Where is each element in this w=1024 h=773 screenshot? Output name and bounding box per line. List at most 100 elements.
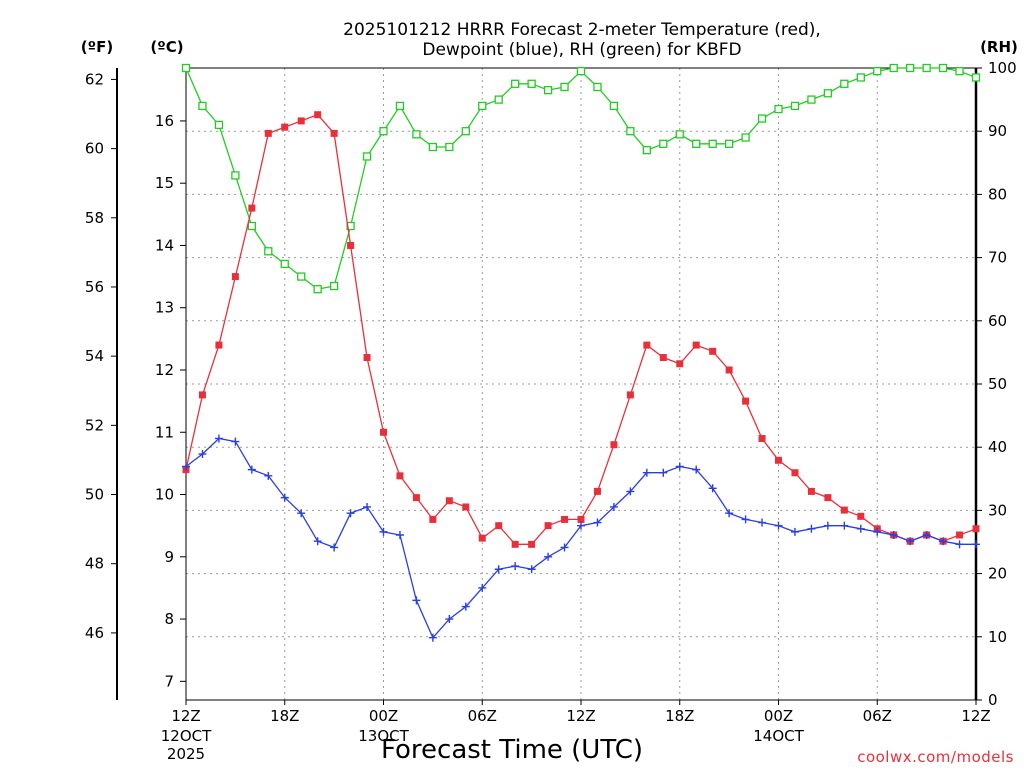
plot-area (116, 63, 981, 701)
celsius-tick-label: 9 (164, 548, 174, 566)
dewpoint-point (708, 484, 717, 493)
dewpoint-point (494, 565, 503, 574)
plot-frame (185, 67, 977, 701)
celsius-tick-label: 14 (155, 236, 174, 254)
temperature-point (248, 204, 256, 212)
rh-tick-label: 0 (988, 691, 998, 709)
rh-tick-label: 100 (988, 59, 1017, 77)
rh-point (297, 272, 306, 281)
dewpoint-point (823, 521, 832, 530)
celsius-tick-label: 8 (164, 610, 174, 628)
dewpoint-point (593, 518, 602, 527)
dewpoint-point (889, 530, 898, 539)
time-tick-label: 00Z (369, 707, 398, 725)
rh-point (576, 67, 586, 76)
rh-point (329, 281, 339, 291)
temperature-point (314, 111, 322, 119)
rh-point (445, 142, 454, 152)
fahrenheit-unit-label: (ºF) (81, 38, 113, 56)
rh-point (626, 127, 635, 136)
dewpoint-point (264, 471, 273, 480)
dewpoint-point (675, 462, 684, 471)
dewpoint-point (395, 530, 404, 539)
dewpoint-point (741, 515, 750, 524)
celsius-tick-label: 11 (155, 423, 174, 441)
dewpoint-point (659, 468, 668, 477)
rh-point (889, 63, 898, 73)
time-tick-label: 06Z (863, 707, 892, 725)
temperature-point (840, 506, 848, 514)
temperature-point (363, 354, 371, 362)
dewpoint-point (856, 524, 865, 533)
celsius-axis: 7 8 9 10 11 12 13 14 15 16 (155, 112, 186, 690)
dewpoint-point (346, 509, 355, 518)
temperature-point (610, 441, 618, 449)
celsius-tick-label: 12 (155, 361, 174, 379)
rh-point (823, 89, 833, 98)
dewpoint-point (330, 543, 339, 552)
dewpoint-line (185, 437, 976, 639)
temperature-point (445, 497, 453, 505)
dewpoint-point (247, 465, 256, 474)
temperature-point (561, 515, 569, 523)
temperature-point (297, 117, 305, 125)
dewpoint-series (182, 434, 980, 642)
rh-point (428, 142, 438, 152)
temperature-point (807, 487, 815, 495)
rh-tick-label: 80 (988, 185, 1007, 203)
dewpoint-point (527, 565, 536, 574)
dewpoint-point (363, 502, 372, 511)
dewpoint-point (939, 537, 948, 546)
rh-line (185, 67, 977, 290)
temperature-point (791, 469, 799, 477)
rh-point (856, 73, 865, 82)
temperature-point (709, 347, 717, 355)
rh-unit-label: (RH) (980, 38, 1018, 56)
dewpoint-point (955, 540, 964, 549)
temperature-point (742, 397, 750, 405)
temperature-point (412, 494, 420, 502)
temperature-point (231, 273, 239, 281)
rh-point (280, 259, 289, 269)
dewpoint-point (313, 537, 322, 546)
celsius-tick-label: 16 (155, 112, 174, 130)
dewpoint-point (642, 468, 651, 477)
rh-tick-label: 10 (988, 628, 1007, 646)
dewpoint-point (544, 552, 553, 561)
rh-point (873, 67, 882, 76)
temperature-point (511, 540, 519, 548)
temperature-line (185, 113, 977, 545)
dewpoint-point (692, 465, 701, 474)
rh-point (840, 79, 849, 88)
dewpoint-point (412, 596, 421, 605)
dewpoint-point (511, 562, 520, 571)
temperature-point (478, 534, 486, 542)
rh-point (774, 104, 783, 114)
dewpoint-point (922, 530, 931, 539)
rh-point (741, 133, 750, 142)
dewpoint-point (280, 493, 289, 502)
temperature-point (676, 360, 684, 368)
fahrenheit-tick-label: 60 (85, 140, 104, 158)
temperature-point (972, 525, 980, 533)
temperature-point (198, 391, 206, 399)
source-credit: coolwx.com/models (857, 748, 1014, 766)
temperature-point (643, 341, 651, 349)
fahrenheit-tick-label: 48 (85, 555, 104, 573)
rh-point (494, 95, 503, 104)
rh-point (527, 79, 536, 88)
dewpoint-point (461, 602, 470, 611)
rh-point (412, 130, 421, 139)
temperature-point (659, 354, 667, 362)
temperature-point (956, 531, 964, 539)
rh-point (264, 247, 273, 256)
dewpoint-point (379, 527, 388, 536)
rh-point (362, 152, 372, 161)
celsius-tick-label: 15 (155, 174, 174, 192)
time-tick-label: 12Z (566, 707, 595, 725)
rh-point (955, 67, 964, 76)
rh-point (724, 139, 734, 148)
temperature-point (824, 494, 832, 502)
